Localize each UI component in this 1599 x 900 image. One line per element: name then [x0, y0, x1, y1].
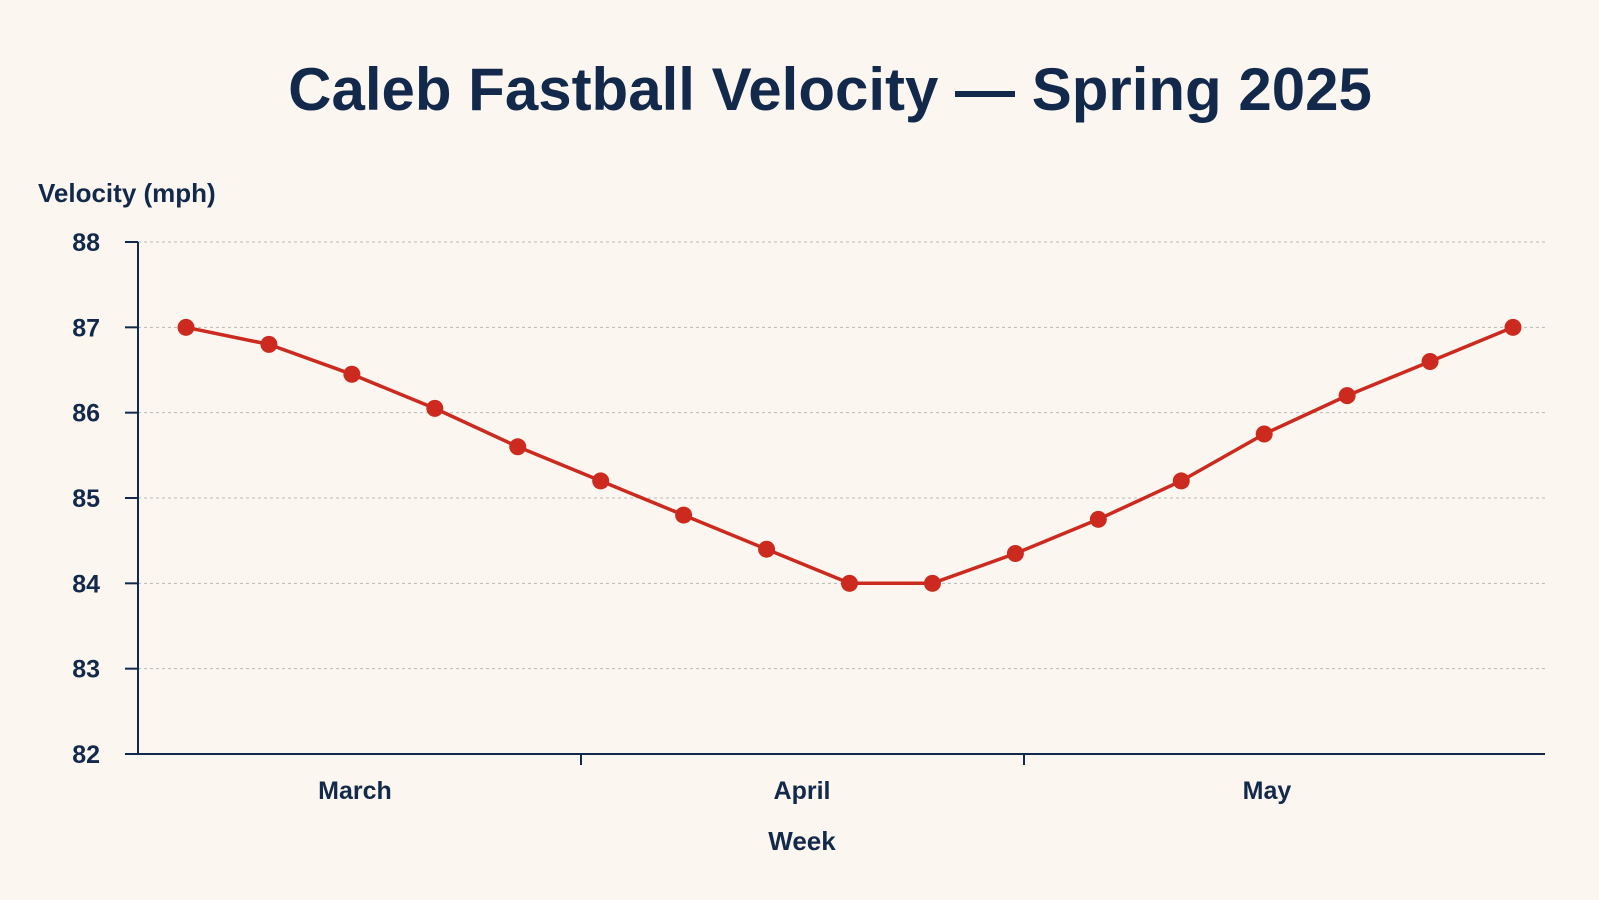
data-point-week-7 — [675, 506, 693, 524]
x-axis-title: Week — [768, 826, 836, 856]
x-month-labels: March April May — [318, 777, 1291, 805]
data-point-week-16 — [1421, 352, 1439, 370]
y-tick-label-83: 83 — [72, 656, 100, 684]
data-point-week-14 — [1255, 425, 1273, 443]
series-velocity — [177, 318, 1522, 592]
axes — [125, 241, 1545, 765]
y-tick-label-88: 88 — [72, 229, 100, 257]
data-point-week-15 — [1338, 387, 1356, 405]
gridlines — [138, 241, 1545, 670]
y-tick-label-86: 86 — [72, 400, 100, 428]
data-point-week-1 — [177, 318, 195, 336]
data-point-week-11 — [1006, 544, 1024, 562]
data-point-week-12 — [1089, 510, 1107, 528]
y-tick-label-87: 87 — [72, 314, 100, 342]
x-month-label-march: March — [318, 777, 392, 805]
data-point-week-6 — [592, 472, 610, 490]
x-month-label-april: April — [774, 777, 831, 805]
chart-title: Caleb Fastball Velocity — Spring 2025 — [288, 56, 1372, 123]
x-month-label-may: May — [1243, 777, 1292, 805]
y-tick-label-84: 84 — [72, 570, 100, 598]
data-point-week-4 — [426, 399, 444, 417]
data-point-week-9 — [841, 574, 858, 592]
y-axis-title: Velocity (mph) — [38, 178, 216, 208]
y-tick-label-82: 82 — [72, 741, 100, 769]
y-tick-labels: 82 83 84 85 86 87 88 — [72, 229, 100, 769]
y-tick-label-85: 85 — [72, 485, 100, 513]
data-point-week-13 — [1172, 472, 1190, 490]
data-point-week-17 — [1504, 318, 1522, 336]
data-point-week-10 — [923, 574, 941, 592]
data-point-week-3 — [343, 365, 361, 383]
data-point-week-8 — [758, 540, 776, 558]
data-point-week-5 — [509, 438, 527, 456]
data-point-week-2 — [260, 335, 278, 353]
